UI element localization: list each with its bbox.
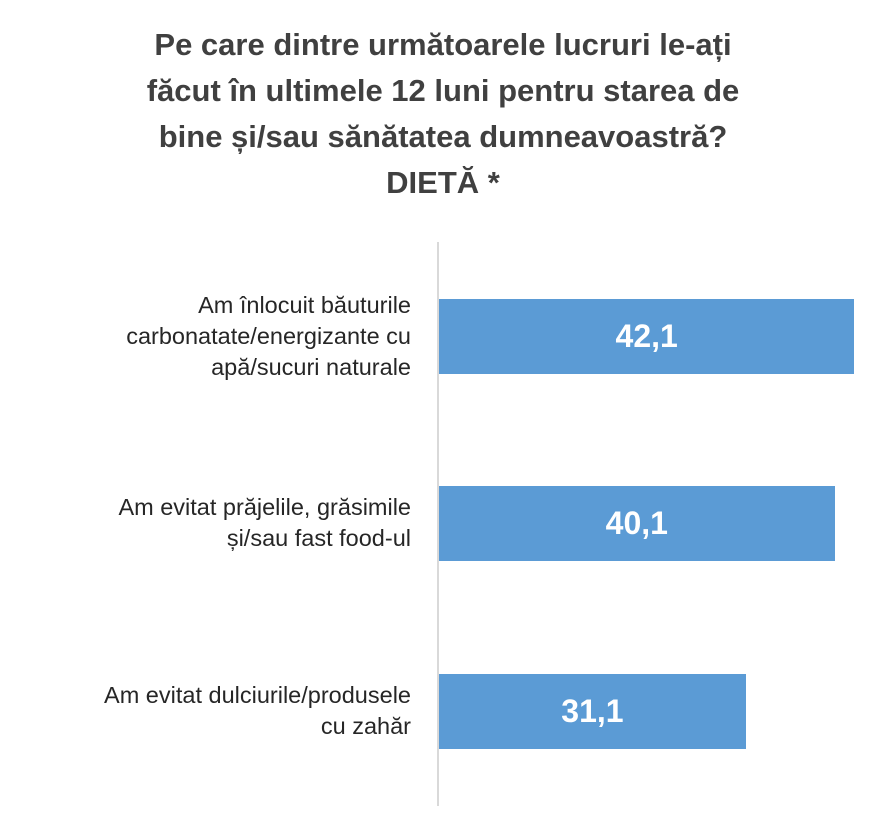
category-label-2-line-2: și/sau fast food-ul	[226, 525, 411, 551]
chart-title-line-4: DIETĂ *	[386, 165, 500, 200]
category-label-3-line-1: Am evitat dulciurile/produsele	[104, 682, 411, 708]
bar-1: 42,1	[439, 298, 855, 374]
bar-1-value-label: 42,1	[615, 318, 678, 354]
category-label-3-line-2: cu zahăr	[320, 713, 411, 739]
category-label-1-line-1: Am înlocuit băuturile	[198, 291, 411, 318]
category-label-2-line-1: Am evitat prăjelile, grăsimile	[118, 494, 411, 520]
bar-2-value-label: 40,1	[605, 505, 668, 541]
category-label-2: Am evitat prăjelile, grăsimile și/sau fa…	[0, 492, 411, 554]
chart-title-line-1: Pe care dintre următoarele lucruri le-aț…	[154, 27, 732, 62]
bar-3-value-label: 31,1	[561, 693, 624, 729]
category-label-3: Am evitat dulciurile/produsele cu zahăr	[0, 680, 411, 742]
chart-title: Pe care dintre următoarele lucruri le-aț…	[40, 22, 846, 206]
bar-3: 31,1	[439, 673, 746, 749]
chart-title-line-2: făcut în ultimele 12 luni pentru starea …	[146, 73, 740, 108]
category-label-1-line-3: apă/sucuri naturale	[211, 353, 411, 380]
category-label-1: Am înlocuit băuturile carbonatate/energi…	[0, 290, 411, 383]
bar-2: 40,1	[439, 485, 835, 561]
category-axis-line	[437, 242, 439, 806]
category-label-1-line-2: carbonatate/energizante cu	[126, 322, 411, 349]
chart-title-line-3: bine și/sau sănătatea dumneavoastră?	[158, 119, 728, 154]
